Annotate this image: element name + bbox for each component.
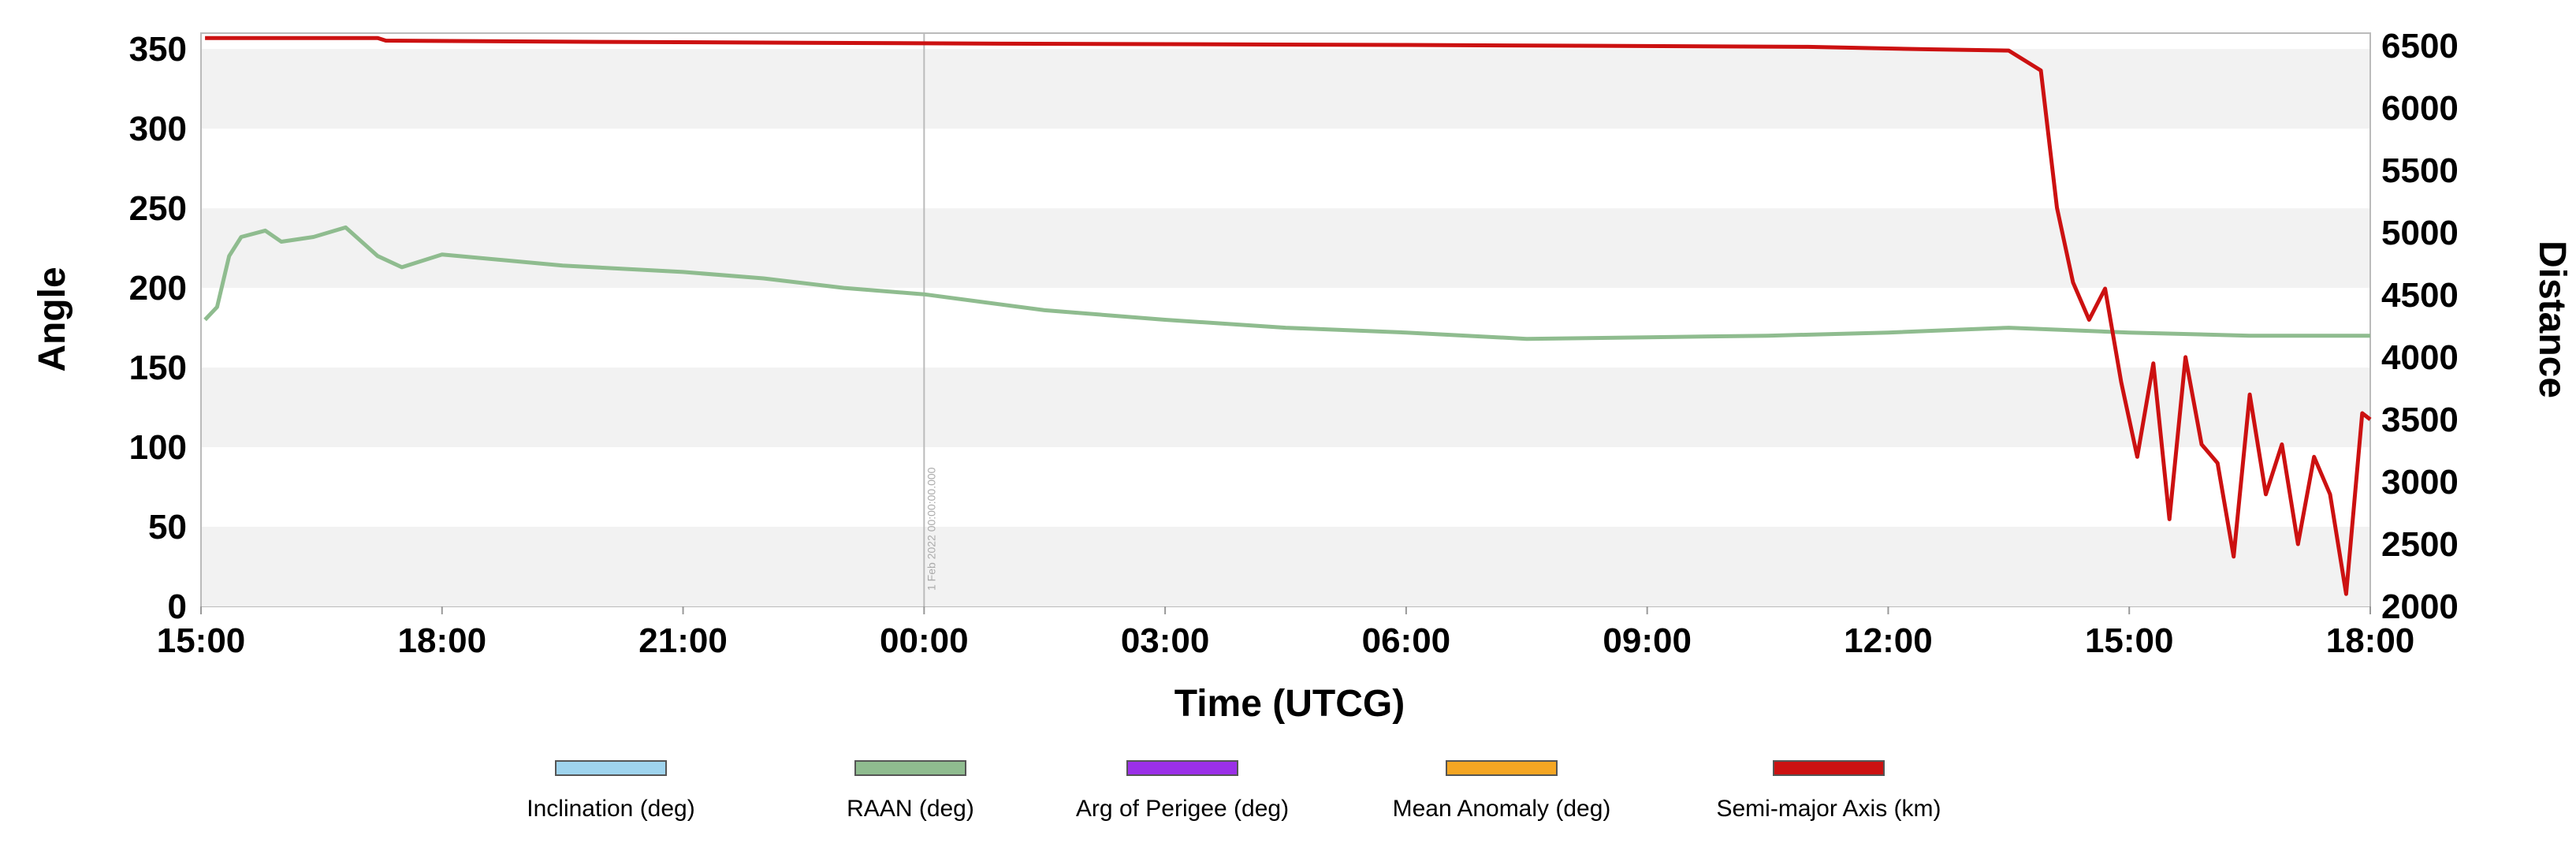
legend-swatch-raan-deg <box>854 760 966 776</box>
grid-band <box>202 49 2369 129</box>
legend-swatch-inclination-deg <box>555 760 667 776</box>
left-y-tick-label: 300 <box>129 110 187 148</box>
grid-band <box>202 367 2369 448</box>
right-y-tick-label: 4500 <box>2381 276 2459 315</box>
x-tick-label: 12:00 <box>1844 621 1933 660</box>
right-y-axis-title: Distance <box>2531 241 2573 398</box>
x-axis: 15:00 18:00 21:00 00:00 03:00 06:00 09:00 12:00… <box>157 33 2415 660</box>
legend-swatch-arg-of-perigee-deg <box>1126 760 1238 776</box>
left-y-tick-label: 0 <box>168 587 187 626</box>
left-y-tick-label: 150 <box>129 349 187 387</box>
x-tick-label: 18:00 <box>2326 621 2415 660</box>
legend-label-arg-of-perigee-deg: Arg of Perigee (deg) <box>1076 796 1289 822</box>
right-y-axis: 2000 2500 3000 3500 4000 4500 5000 5500 6000 6500 <box>2381 27 2459 626</box>
right-y-tick-label: 5500 <box>2381 151 2459 190</box>
right-y-tick-label: 3500 <box>2381 401 2459 439</box>
grid-band <box>202 208 2369 289</box>
left-y-axis: 0 50 100 150 200 250 300 350 <box>129 30 187 626</box>
series-line-semi-major-axis-km <box>205 35 2372 596</box>
right-y-tick-label: 5000 <box>2381 214 2459 252</box>
legend-swatch-semi-major-axis-km <box>1773 760 1885 776</box>
right-y-tick-label: 6500 <box>2381 27 2459 65</box>
x-tick-label: 06:00 <box>1362 621 1451 660</box>
legend: Inclination (deg) RAAN (deg) Arg of Perige… <box>527 760 1941 822</box>
legend-label-mean-anomaly-deg: Mean Anomaly (deg) <box>1393 796 1611 822</box>
right-y-tick-label: 6000 <box>2381 89 2459 128</box>
grid-band <box>202 527 2369 606</box>
x-tick-label: 21:00 <box>638 621 728 660</box>
x-tick-label: 03:00 <box>1121 621 1210 660</box>
left-y-tick-label: 100 <box>129 428 187 467</box>
legend-swatch-mean-anomaly-deg <box>1446 760 1558 776</box>
right-y-tick-label: 2000 <box>2381 587 2459 626</box>
series-line-raan-deg <box>203 225 2370 341</box>
plot-background <box>200 32 2371 607</box>
x-tick-label: 15:00 <box>157 621 246 660</box>
legend-label-semi-major-axis-km: Semi-major Axis (km) <box>1716 796 1941 822</box>
series-lines <box>203 35 2372 596</box>
legend-label-raan-deg: RAAN (deg) <box>847 796 974 822</box>
right-y-tick-label: 3000 <box>2381 463 2459 502</box>
right-y-tick-label: 4000 <box>2381 338 2459 377</box>
gridline-bands <box>202 49 2369 606</box>
left-y-tick-label: 350 <box>129 30 187 69</box>
x-tick-label: 15:00 <box>2085 621 2174 660</box>
left-y-tick-label: 250 <box>129 189 187 228</box>
left-y-tick-label: 50 <box>148 508 187 546</box>
x-tick-label: 09:00 <box>1603 621 1692 660</box>
legend-label-inclination-deg: Inclination (deg) <box>527 796 694 822</box>
x-tick-label: 18:00 <box>398 621 487 660</box>
x-tick-label: 00:00 <box>880 621 969 660</box>
left-y-tick-label: 200 <box>129 269 187 308</box>
midnight-marker-label: 1 Feb 2022 00:00:00.000 <box>925 467 937 591</box>
right-y-tick-label: 2500 <box>2381 525 2459 564</box>
x-axis-title: Time (UTCG) <box>1174 683 1405 725</box>
left-y-axis-title: Angle <box>32 267 73 371</box>
